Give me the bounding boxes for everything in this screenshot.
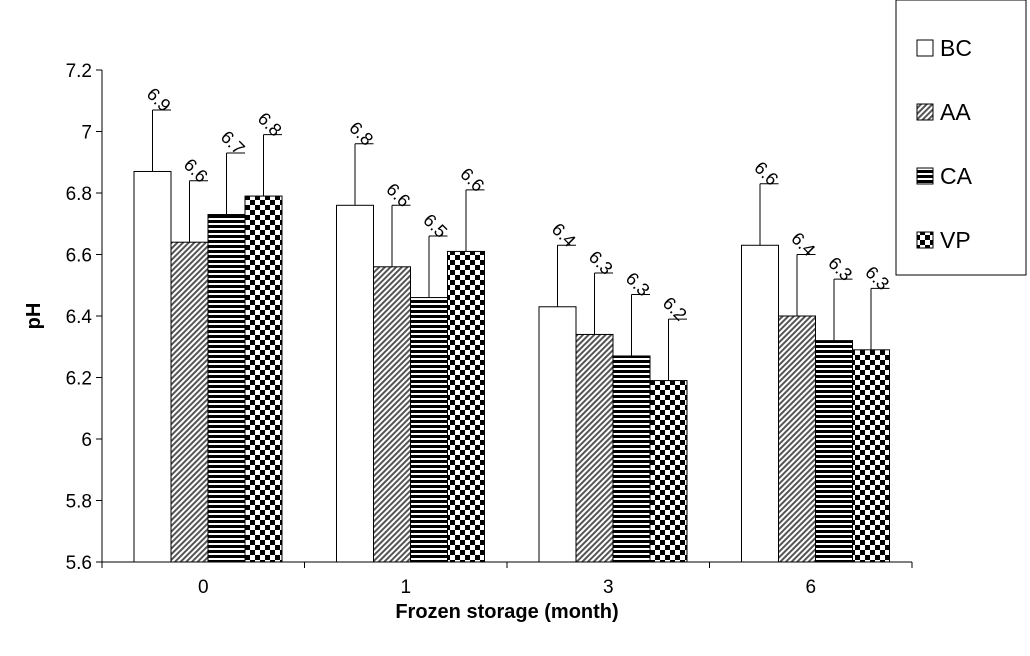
data-label: 6.4 [787, 228, 819, 260]
data-label: 6.5 [419, 210, 451, 242]
data-label: 6.6 [456, 164, 488, 196]
bar-vp [447, 250, 485, 563]
y-tick-label: 7.2 [66, 61, 92, 82]
bar-ca [612, 355, 651, 563]
axes: 5.65.866.26.46.66.877.20 1 3 6 [66, 61, 913, 598]
y-tick-label: 6.4 [66, 307, 93, 328]
x-tick-label: 1 [400, 577, 411, 598]
bar-ca [410, 297, 448, 563]
bars-group [133, 109, 890, 563]
bar-vp [649, 380, 688, 563]
y-axis-title: pH [23, 303, 45, 330]
legend-swatch-vp [916, 231, 934, 249]
data-label: 6.2 [659, 293, 691, 325]
data-label: 6.9 [143, 84, 175, 116]
legend-label-bc: BC [940, 35, 972, 61]
legend-swatch-aa [916, 103, 934, 121]
bar-bc [538, 306, 577, 563]
data-label: 6.6 [382, 179, 414, 211]
legend-swatch-ca [916, 167, 934, 185]
bar-ca [207, 214, 246, 563]
data-label: 6.7 [217, 127, 249, 159]
bar-bc [336, 204, 374, 563]
bar-vp [244, 195, 283, 563]
y-tick-label: 6 [81, 430, 92, 451]
data-label: 6.3 [824, 253, 856, 285]
legend-label-ca: CA [940, 163, 973, 189]
data-label: 6.3 [622, 268, 654, 300]
data-label: 6.8 [254, 108, 286, 140]
bar-aa [778, 315, 816, 563]
data-label: 6.6 [180, 155, 212, 187]
bar-bc [133, 170, 172, 563]
legend-swatch-bc [916, 39, 934, 57]
data-label: 6.6 [750, 158, 782, 190]
data-label: 6.3 [861, 262, 893, 294]
bar-bc [741, 244, 779, 563]
y-tick-label: 5.8 [66, 492, 92, 513]
data-label: 6.8 [345, 118, 377, 150]
y-tick-label: 6.2 [66, 369, 92, 390]
bar-aa [170, 241, 209, 563]
bar-ca [815, 340, 853, 563]
x-tick-label: 3 [603, 577, 614, 598]
y-tick-label: 5.6 [66, 553, 92, 574]
legend-label-aa: AA [940, 99, 971, 125]
bar-vp [852, 349, 890, 563]
y-tick-label: 6.6 [66, 246, 92, 267]
x-axis-title: Frozen storage (month) [395, 601, 618, 623]
y-tick-label: 7 [81, 123, 92, 144]
bar-aa [575, 333, 614, 563]
legend: BC AA CA VP [895, 0, 1027, 276]
x-tick-label: 6 [805, 577, 816, 598]
bar-aa [373, 266, 411, 563]
x-tick-label: 0 [198, 577, 209, 598]
legend-label-vp: VP [940, 227, 971, 253]
data-label: 6.3 [585, 247, 617, 279]
data-label: 6.4 [548, 219, 580, 251]
y-tick-label: 6.8 [66, 184, 92, 205]
